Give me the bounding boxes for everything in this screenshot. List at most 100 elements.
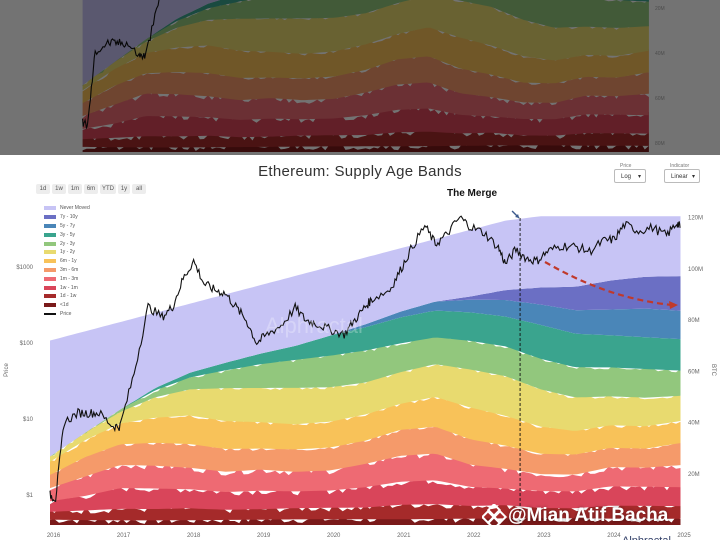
legend-label: 3m - 6m xyxy=(60,266,79,273)
legend-label: Price xyxy=(60,310,72,317)
y-left-tick-label: $1 xyxy=(26,493,33,499)
legend-item[interactable]: 1d - 1w xyxy=(44,292,90,301)
legend-item[interactable]: 1y - 2y xyxy=(44,248,90,257)
band-area-1d-1w xyxy=(50,501,681,521)
legend-swatch xyxy=(44,303,56,308)
legend-item[interactable]: 1m - 3m xyxy=(44,274,90,283)
price-scale-label: Price xyxy=(620,163,632,169)
range-button-all[interactable]: all xyxy=(132,184,146,194)
band-area-1m-3m xyxy=(50,450,681,502)
legend-swatch xyxy=(44,313,56,315)
band-area-2y-3y xyxy=(50,336,681,457)
legend-label: 1m - 3m xyxy=(60,275,79,282)
legend-swatch xyxy=(44,267,56,272)
y-right-tick-label: 120M xyxy=(688,216,703,222)
x-tick-label: 2019 xyxy=(257,533,271,539)
legend-label: 3y - 5y xyxy=(60,231,76,238)
price-scale-select[interactable]: Log ▾ xyxy=(614,169,646,183)
range-button-ytd[interactable]: YTD xyxy=(100,184,116,194)
legend-label: 7y - 10y xyxy=(60,214,78,221)
legend-item[interactable]: 3m - 6m xyxy=(44,266,90,275)
band-area-never-moved xyxy=(50,216,681,457)
x-tick-label: 2018 xyxy=(187,533,201,539)
band-area--1d xyxy=(50,514,681,525)
legend-label: 1d - 1w xyxy=(60,293,77,300)
legend-item[interactable]: 6m - 1y xyxy=(44,257,90,266)
legend-label: Never Moved xyxy=(60,205,90,212)
price-line xyxy=(49,215,681,503)
legend-item[interactable]: 7y - 10y xyxy=(44,213,90,222)
legend-swatch xyxy=(44,276,56,281)
y-left-axis-label: Price xyxy=(4,363,10,377)
legend-swatch xyxy=(44,215,56,220)
x-tick-label: 2017 xyxy=(117,533,131,539)
x-tick-label: 2024 xyxy=(607,533,621,539)
legend-swatch xyxy=(44,294,56,299)
y-right-tick-label: 80M xyxy=(688,318,700,324)
indicator-scale-label: Indicator xyxy=(670,163,690,169)
legend-item[interactable]: <1d xyxy=(44,301,90,310)
x-tick-label: 2016 xyxy=(47,533,61,539)
legend-label: 5y - 7y xyxy=(60,222,76,229)
range-button-1y[interactable]: 1y xyxy=(118,184,130,194)
indicator-scale-value: Linear xyxy=(671,174,688,180)
band-area-3y-5y xyxy=(50,310,681,457)
legend-label: 2y - 3y xyxy=(60,240,76,247)
y-right-tick-label: 20M xyxy=(688,472,700,478)
legend-swatch xyxy=(44,241,56,246)
chart-legend: Never Moved 7y - 10y 5y - 7y 3y - 5y 2y - 3y… xyxy=(44,204,90,318)
x-tick-label: 2025 xyxy=(677,533,691,539)
legend-label: 1y - 2y xyxy=(60,249,76,256)
x-tick-label: 2023 xyxy=(537,533,551,539)
legend-swatch xyxy=(44,259,56,264)
chart-title: Ethereum: Supply Age Bands xyxy=(258,163,462,180)
legend-item[interactable]: 1w - 1m xyxy=(44,283,90,292)
band-area-7y-10y xyxy=(50,276,681,457)
band-area-6m-1y xyxy=(50,396,681,475)
y-right-tick-label: 60M xyxy=(688,369,700,375)
legend-label: 6m - 1y xyxy=(60,258,77,265)
legend-item[interactable]: Never Moved xyxy=(44,204,90,213)
supply-age-chart: 2016 2017 2018 2019 2020 2021 2022 2023 2024 2025… xyxy=(4,210,716,540)
legend-swatch xyxy=(44,285,56,290)
trend-arrow xyxy=(544,261,673,307)
x-tick-label: 2022 xyxy=(467,533,481,539)
x-tick-label: 2020 xyxy=(327,533,341,539)
range-button-1m[interactable]: 1m xyxy=(68,184,82,194)
legend-item[interactable]: 3y - 5y xyxy=(44,230,90,239)
merge-annotation: The Merge xyxy=(447,188,498,199)
y-right-axis-label: BTC xyxy=(710,364,716,377)
chart-watermark: Alphractal xyxy=(265,313,363,338)
y-right-tick-label: 40M xyxy=(688,421,700,427)
dim-overlay xyxy=(0,0,720,155)
y-left-tick-label: $100 xyxy=(20,341,34,347)
legend-item[interactable]: 5y - 7y xyxy=(44,222,90,231)
y-right-tick-label: 100M xyxy=(688,267,703,273)
chevron-down-icon: ▾ xyxy=(691,174,695,180)
legend-item[interactable]: Price xyxy=(44,310,90,319)
merge-arrow-head xyxy=(515,214,520,218)
legend-item[interactable]: 2y - 3y xyxy=(44,239,90,248)
range-button-6m[interactable]: 6m xyxy=(84,184,98,194)
legend-swatch xyxy=(44,250,56,255)
chevron-down-icon: ▾ xyxy=(637,174,641,180)
legend-swatch xyxy=(44,206,56,211)
diamond-logo-icon xyxy=(482,504,508,530)
legend-swatch xyxy=(44,232,56,237)
indicator-scale-select[interactable]: Linear ▾ xyxy=(664,169,700,183)
band-area-1w-1m xyxy=(50,477,681,512)
watermark-handle: @Mian Atif Bacha xyxy=(508,505,669,526)
legend-label: 1w - 1m xyxy=(60,284,78,291)
y-left-tick-label: $1000 xyxy=(16,265,33,271)
trend-arrow-head xyxy=(669,301,678,309)
range-button-1d[interactable]: 1d xyxy=(36,184,50,194)
range-button-1w[interactable]: 1w xyxy=(52,184,66,194)
x-tick-label: 2021 xyxy=(397,533,411,539)
price-scale-value: Log xyxy=(621,174,632,180)
legend-swatch xyxy=(44,223,56,228)
band-area-5y-7y xyxy=(50,299,681,457)
brand-logo-partial: Alphractal xyxy=(622,535,671,540)
legend-label: <1d xyxy=(60,302,69,309)
band-area-3m-6m xyxy=(50,426,681,489)
